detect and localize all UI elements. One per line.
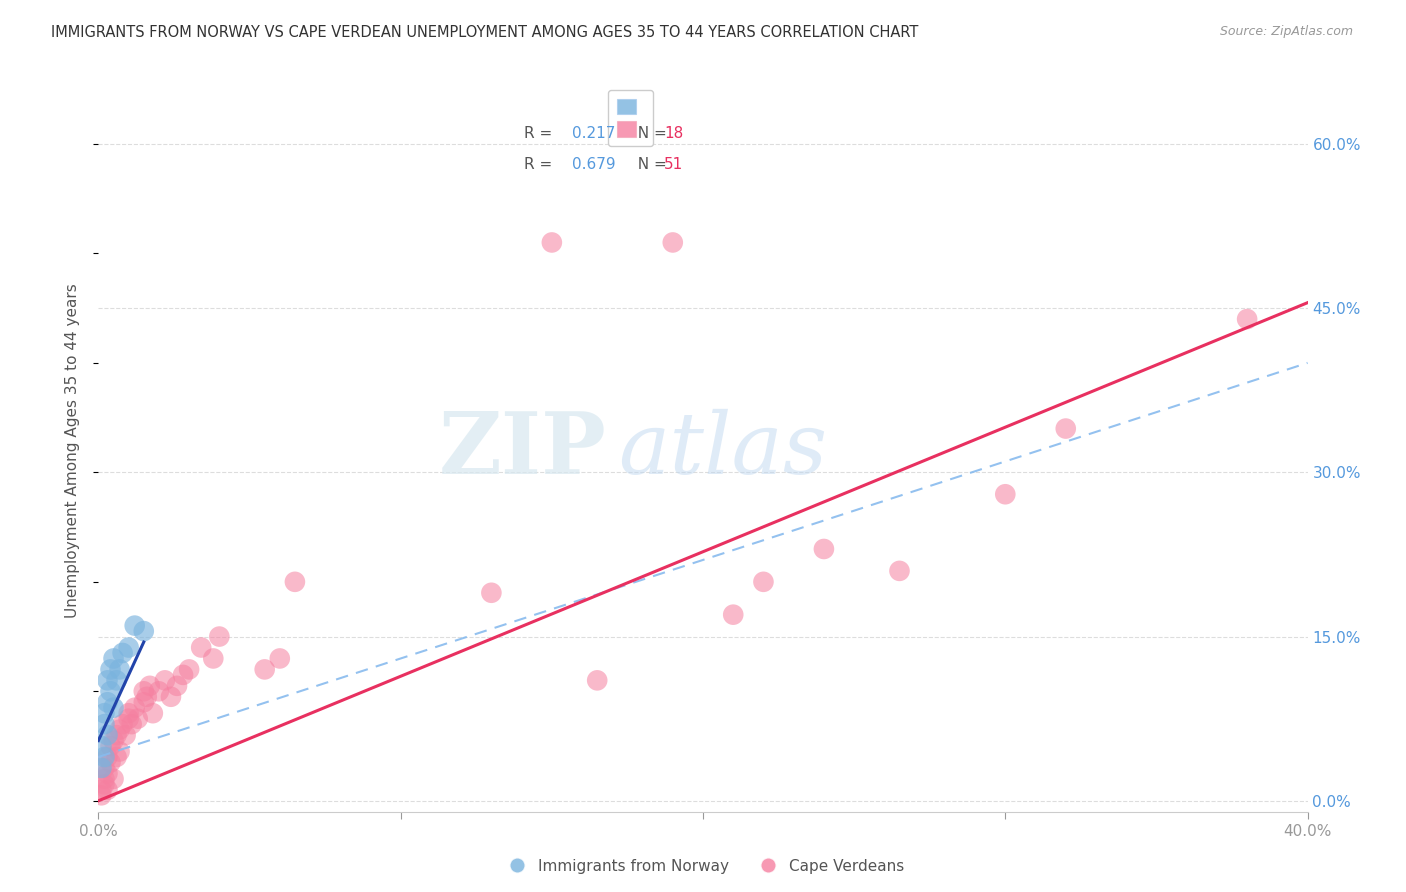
Legend: , : , — [609, 89, 652, 146]
Point — [202, 651, 225, 665]
Point — [90, 789, 112, 803]
Point — [752, 574, 775, 589]
Point — [132, 695, 155, 709]
Point — [108, 744, 131, 758]
Point — [100, 684, 122, 698]
Point — [90, 739, 112, 753]
Point — [93, 706, 115, 721]
Point — [93, 717, 115, 731]
Point — [96, 728, 118, 742]
Point — [269, 651, 291, 665]
Y-axis label: Unemployment Among Ages 35 to 44 years: Unemployment Among Ages 35 to 44 years — [65, 283, 80, 618]
Point — [190, 640, 212, 655]
Text: Source: ZipAtlas.com: Source: ZipAtlas.com — [1219, 25, 1353, 38]
Point — [540, 235, 562, 250]
Point — [100, 756, 122, 770]
Point — [142, 706, 165, 721]
Text: ZIP: ZIP — [439, 409, 606, 492]
Point — [481, 586, 503, 600]
Point — [96, 673, 118, 688]
Point — [96, 766, 118, 780]
Point — [111, 717, 134, 731]
Point — [1054, 421, 1077, 435]
Point — [153, 673, 176, 688]
Point — [105, 728, 128, 742]
Text: 18: 18 — [664, 127, 683, 142]
Text: N =: N = — [628, 127, 672, 142]
Point — [96, 695, 118, 709]
Text: IMMIGRANTS FROM NORWAY VS CAPE VERDEAN UNEMPLOYMENT AMONG AGES 35 TO 44 YEARS CO: IMMIGRANTS FROM NORWAY VS CAPE VERDEAN U… — [51, 25, 918, 40]
Point — [723, 607, 745, 622]
Point — [124, 700, 146, 714]
Point — [179, 662, 201, 676]
Point — [90, 782, 112, 797]
Point — [208, 630, 231, 644]
Point — [108, 723, 131, 737]
Point — [100, 662, 122, 676]
Point — [96, 782, 118, 797]
Point — [103, 733, 125, 747]
Point — [132, 624, 155, 639]
Point — [118, 706, 141, 721]
Point — [172, 668, 194, 682]
Text: N =: N = — [628, 157, 672, 172]
Point — [889, 564, 911, 578]
Point — [103, 700, 125, 714]
Point — [586, 673, 609, 688]
Point — [90, 761, 112, 775]
Point — [127, 712, 149, 726]
Point — [103, 651, 125, 665]
Point — [118, 640, 141, 655]
Point — [132, 684, 155, 698]
Text: 51: 51 — [664, 157, 683, 172]
Point — [121, 717, 143, 731]
Point — [93, 777, 115, 791]
Point — [93, 772, 115, 786]
Text: R =: R = — [524, 127, 557, 142]
Point — [135, 690, 157, 704]
Point — [994, 487, 1017, 501]
Text: atlas: atlas — [619, 409, 828, 491]
Point — [118, 712, 141, 726]
Point — [105, 673, 128, 688]
Point — [108, 662, 131, 676]
Point — [114, 728, 136, 742]
Text: 0.679: 0.679 — [572, 157, 616, 172]
Point — [124, 618, 146, 632]
Text: 0.217: 0.217 — [572, 127, 616, 142]
Point — [103, 772, 125, 786]
Legend: Immigrants from Norway, Cape Verdeans: Immigrants from Norway, Cape Verdeans — [496, 853, 910, 880]
Point — [96, 750, 118, 764]
Point — [111, 646, 134, 660]
Point — [253, 662, 276, 676]
Point — [93, 761, 115, 775]
Point — [160, 690, 183, 704]
Point — [148, 684, 170, 698]
Text: R =: R = — [524, 157, 557, 172]
Point — [813, 541, 835, 556]
Point — [105, 750, 128, 764]
Point — [661, 235, 683, 250]
Point — [166, 679, 188, 693]
Point — [100, 739, 122, 753]
Point — [284, 574, 307, 589]
Point — [1236, 312, 1258, 326]
Point — [139, 679, 162, 693]
Point — [93, 750, 115, 764]
